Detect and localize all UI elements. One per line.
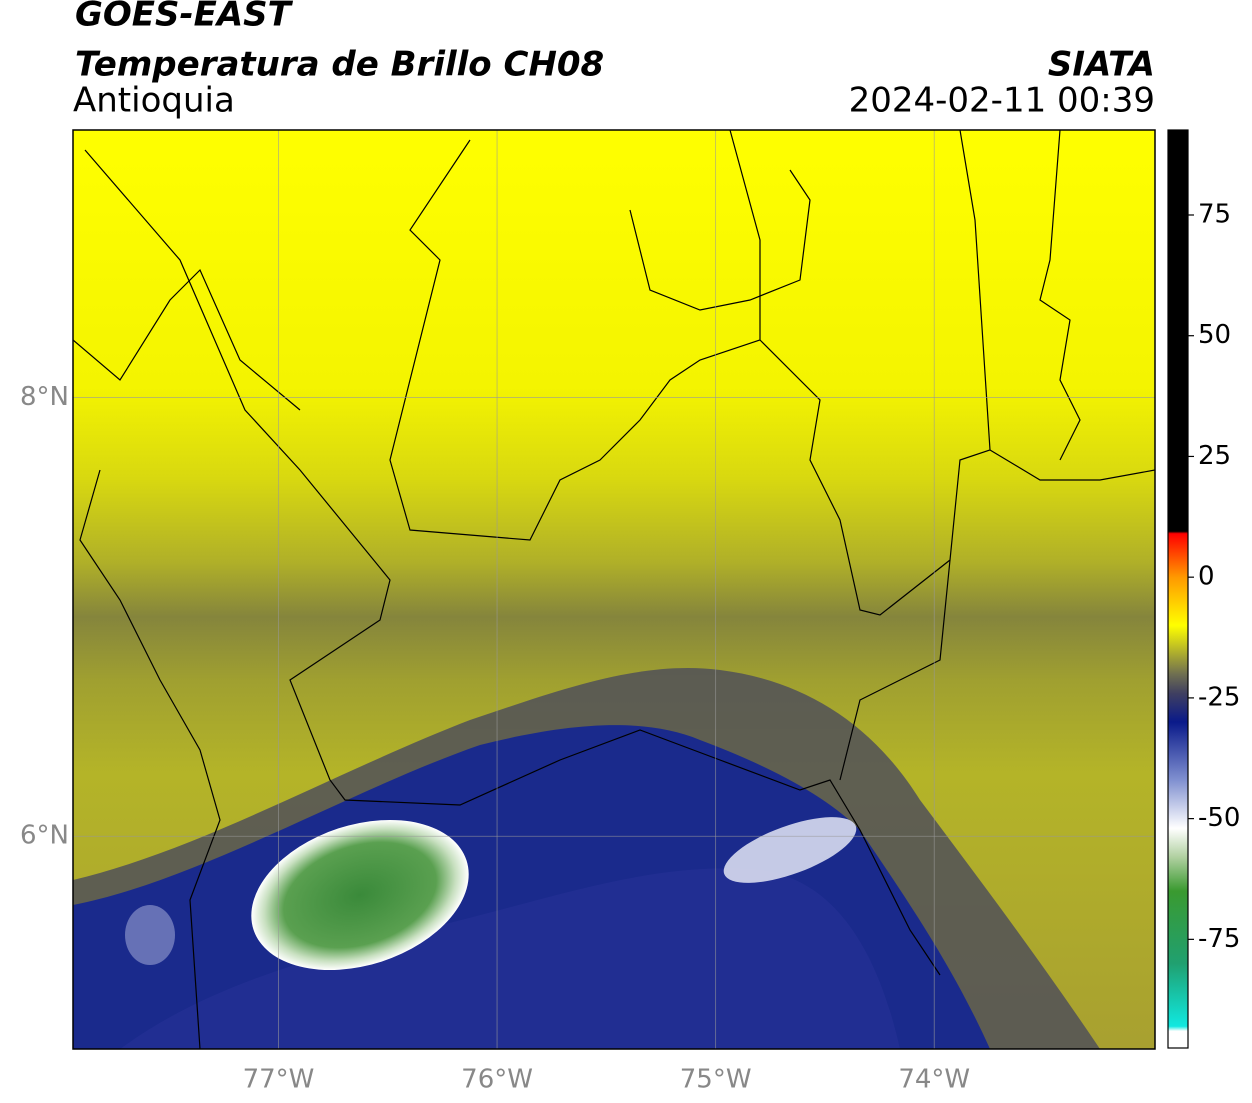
- title: GOES-EAST: [75, 0, 294, 35]
- timestamp: 2024-02-11 00:39: [849, 81, 1155, 121]
- x-tick-label: 75°W: [680, 1065, 752, 1095]
- colorbar-tick-label: 50: [1198, 320, 1231, 350]
- colorbar-tick-label: 75: [1198, 199, 1231, 229]
- grid: [73, 130, 1155, 1049]
- y-tick-label: 6°N: [20, 821, 69, 851]
- border: [84, 149, 941, 976]
- x-tick-label: 74°W: [898, 1065, 970, 1095]
- border: [839, 559, 951, 781]
- border: [1039, 130, 1081, 461]
- cold-top: [723, 817, 857, 883]
- region: Antioquia: [73, 81, 235, 121]
- coastline: [79, 469, 221, 1049]
- cold-cloud-core: [120, 868, 900, 1049]
- coastline: [73, 268, 301, 411]
- x-tick-label: 76°W: [461, 1065, 533, 1095]
- colorbar-tick-label: 0: [1198, 562, 1215, 592]
- colorbar-tick-label: -50: [1198, 803, 1240, 833]
- cold-top: [125, 905, 175, 965]
- borders: [73, 130, 1155, 1049]
- colorbar-tick-label: -75: [1198, 924, 1240, 954]
- border: [989, 449, 1155, 481]
- colorbar: [1167, 129, 1189, 1049]
- colorbar-tick-label: 25: [1198, 441, 1231, 471]
- y-tick-label: 8°N: [20, 382, 69, 412]
- imagery: [73, 130, 1155, 1049]
- map-frame: [72, 129, 1156, 1050]
- border: [629, 169, 811, 311]
- subtitle: Temperatura de Brillo CH08: [75, 45, 604, 85]
- colorbar-tick-label: -25: [1198, 682, 1240, 712]
- source: SIATA: [1048, 45, 1155, 85]
- border: [389, 130, 761, 541]
- border: [759, 130, 991, 616]
- x-tick-label: 77°W: [243, 1065, 315, 1095]
- coldest-top: [251, 819, 469, 971]
